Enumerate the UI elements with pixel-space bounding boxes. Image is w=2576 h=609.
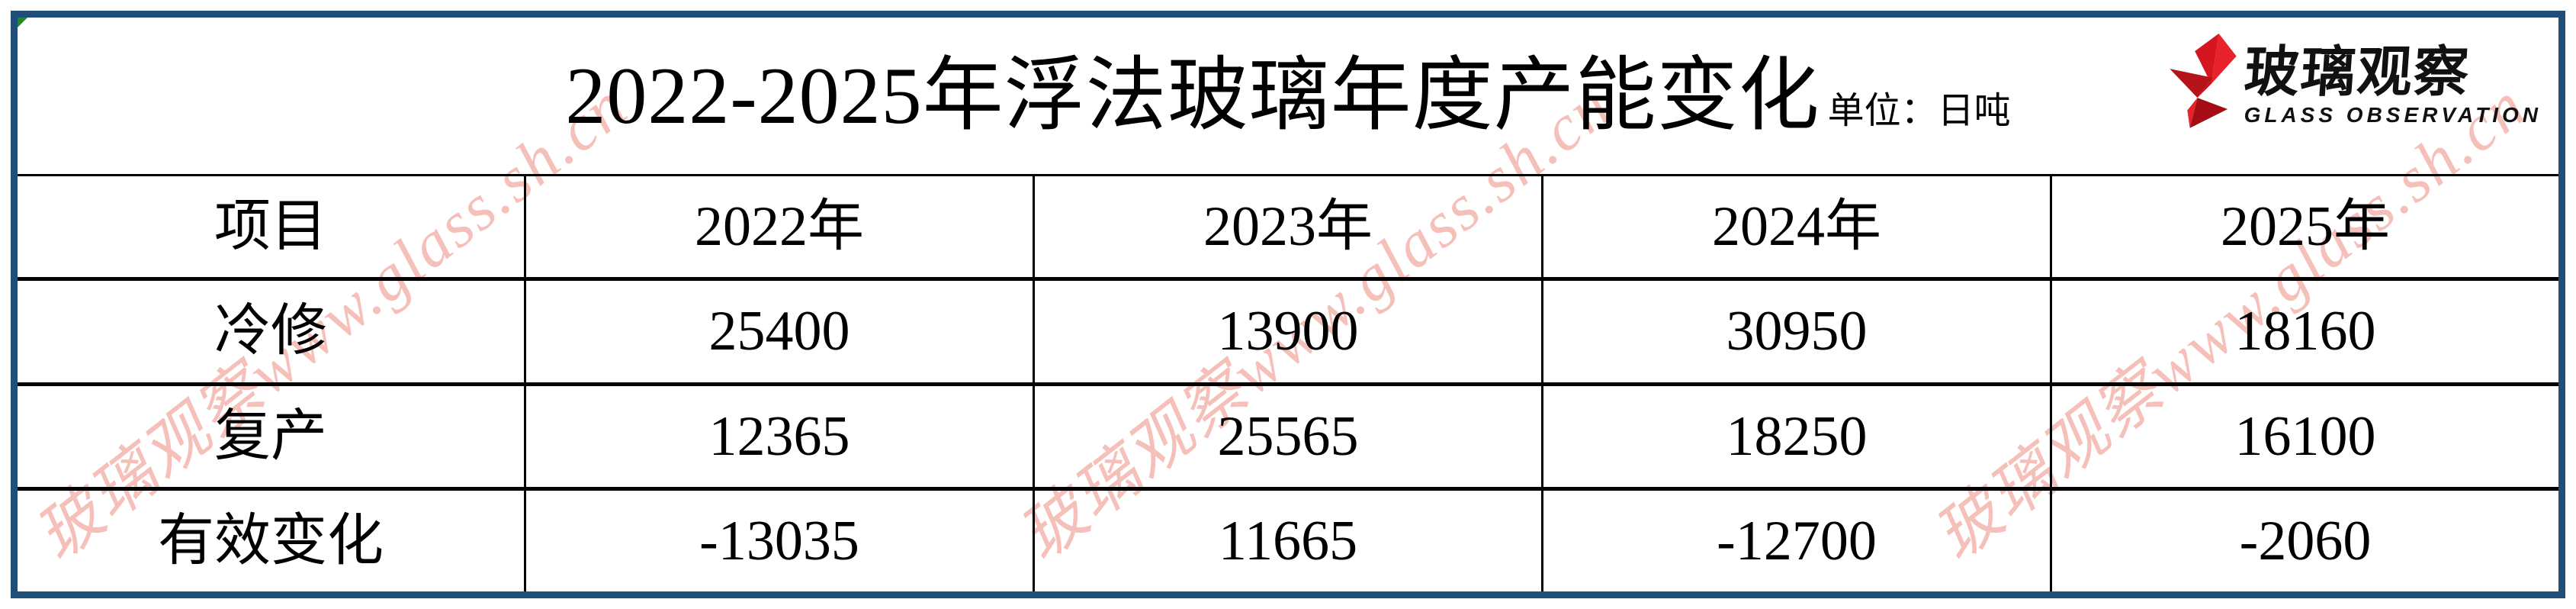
logo-name-en: GLASS OBSERVATION: [2244, 103, 2542, 127]
table-cell: -2060: [2050, 490, 2558, 591]
title-wrap: 2022-2025年浮法玻璃年度产能变化 单位：日吨: [565, 50, 2011, 140]
table-cell: 18250: [1541, 385, 2050, 487]
logo-mark-icon: [2169, 33, 2237, 128]
table-row: 有效变化 -13035 11665 -12700 -2060: [18, 486, 2558, 591]
capacity-table: 项目 2022年 2023年 2024年 2025年 冷修 25400 1390…: [18, 174, 2558, 591]
column-header: 2022年: [524, 176, 1033, 278]
logo-name-cn: 玻璃观察: [2241, 42, 2472, 103]
table-cell: -13035: [524, 490, 1033, 591]
table-cell: 18160: [2050, 281, 2558, 382]
column-header: 2024年: [1541, 176, 2050, 278]
column-header: 2023年: [1033, 176, 1541, 278]
table-cell: 12365: [524, 385, 1033, 487]
logo-text: 玻璃观察 GLASS OBSERVATION: [2241, 42, 2542, 127]
cell-flag-icon: [18, 18, 27, 27]
unit-label: 单位：日吨: [1827, 90, 2011, 131]
table-cell: 25400: [524, 281, 1033, 382]
brand-logo: 玻璃观察 GLASS OBSERVATION: [2157, 30, 2542, 130]
row-label: 复产: [214, 404, 327, 468]
column-header: 2025年: [2050, 176, 2558, 278]
header-row: 项目 2022年 2023年 2024年 2025年: [18, 176, 2558, 278]
column-header: 项目: [214, 195, 327, 259]
chart-title: 2022-2025年浮法玻璃年度产能变化: [565, 50, 1820, 140]
title-band: 2022-2025年浮法玻璃年度产能变化 单位：日吨 玻璃观察 GLASS OB…: [18, 18, 2558, 174]
row-label: 有效变化: [158, 509, 384, 572]
table-cell: -12700: [1541, 490, 2050, 591]
table-cell: 16100: [2050, 385, 2558, 487]
row-label: 冷修: [214, 300, 327, 363]
table-row: 冷修 25400 13900 30950 18160: [18, 277, 2558, 382]
table-cell: 13900: [1033, 281, 1541, 382]
table-frame: 2022-2025年浮法玻璃年度产能变化 单位：日吨 玻璃观察 GLASS OB…: [11, 11, 2565, 598]
table-cell: 11665: [1033, 490, 1541, 591]
table-cell: 30950: [1541, 281, 2050, 382]
table-cell: 25565: [1033, 385, 1541, 487]
table-row: 复产 12365 25565 18250 16100: [18, 382, 2558, 487]
